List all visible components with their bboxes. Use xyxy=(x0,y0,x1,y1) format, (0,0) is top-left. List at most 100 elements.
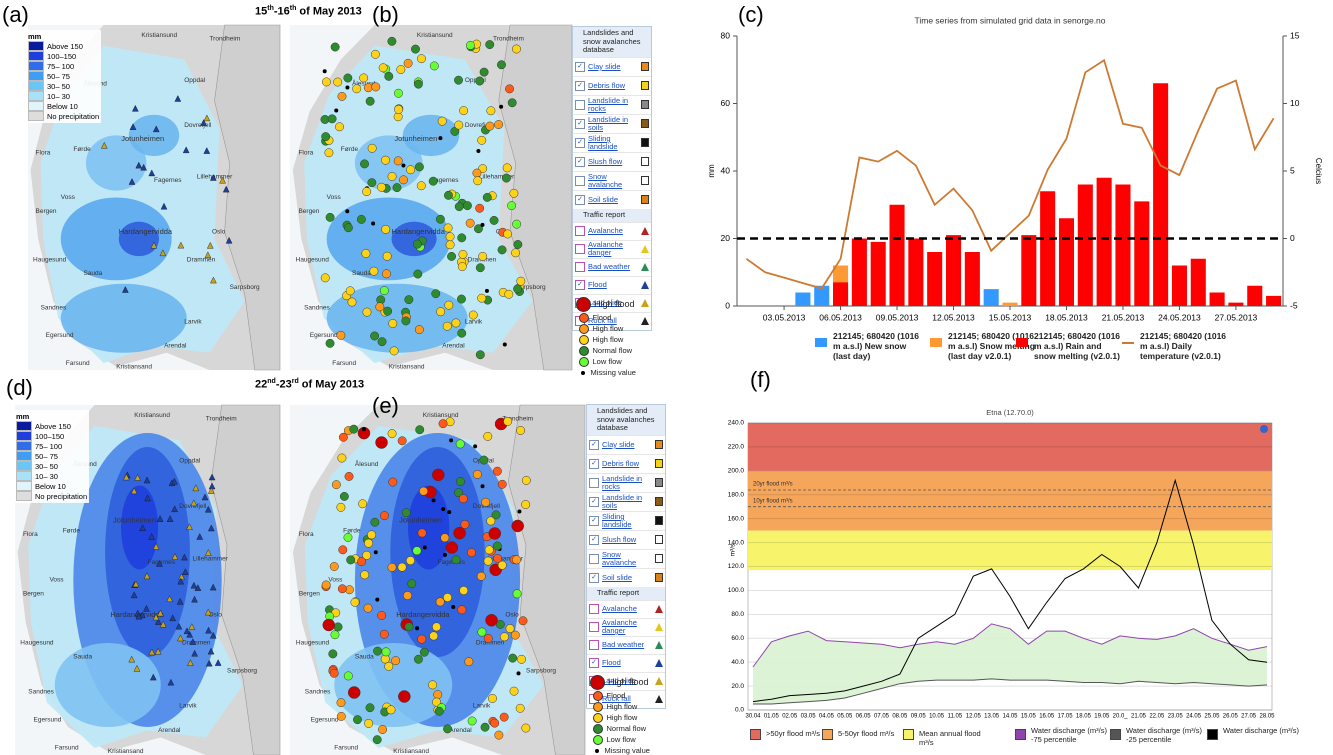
layer-label[interactable]: Avalanche xyxy=(602,605,655,613)
layer-label[interactable]: Snow avalanche xyxy=(588,173,641,189)
station-dot xyxy=(413,240,421,248)
legend-row: 75– 100 xyxy=(16,441,87,451)
bar xyxy=(1021,235,1036,306)
checkbox[interactable] xyxy=(575,176,585,186)
layer-label[interactable]: Clay slide xyxy=(588,63,641,71)
checkbox[interactable] xyxy=(575,244,585,254)
layer-icon xyxy=(641,81,649,90)
layer-label[interactable]: Debris flow xyxy=(588,82,641,90)
legend-swatch xyxy=(28,101,44,111)
checkbox[interactable]: ✓ xyxy=(575,157,585,167)
checkbox[interactable]: ✓ xyxy=(589,573,599,583)
place-name: Jotunheimen xyxy=(113,515,156,524)
checkbox[interactable]: ✓ xyxy=(589,440,599,450)
layer-label[interactable]: Slush flow xyxy=(588,158,641,166)
y-tick-label: 160.0 xyxy=(728,515,745,522)
station-dot xyxy=(477,572,485,580)
checkbox[interactable] xyxy=(575,226,585,236)
layer-label[interactable]: Snow avalanche xyxy=(602,551,655,567)
x-tick-label: 19.05 xyxy=(1094,714,1110,720)
place-name: Kristiansund xyxy=(417,32,453,39)
legend-swatch xyxy=(28,51,44,61)
checkbox[interactable] xyxy=(589,604,599,614)
checkbox[interactable]: ✓ xyxy=(575,195,585,205)
station-dot xyxy=(493,467,501,475)
legend-swatch xyxy=(930,338,942,347)
station-dot xyxy=(516,704,524,712)
layer-label[interactable]: Bad weather xyxy=(588,263,641,271)
title-part: of May 2013 xyxy=(299,379,364,391)
layer-label[interactable]: Sliding landslide xyxy=(602,513,655,529)
checkbox[interactable]: ✓ xyxy=(575,138,585,148)
checkbox[interactable]: ✓ xyxy=(575,81,585,91)
x-tick-label: 09.05 xyxy=(911,714,927,720)
layer-label[interactable]: Landslide in rocks xyxy=(602,475,655,491)
station-dot xyxy=(455,202,463,210)
traffic-icon xyxy=(655,677,663,685)
checkbox[interactable]: ✓ xyxy=(589,459,599,469)
x-tick-label: 28.05 xyxy=(1259,714,1275,720)
layer-label[interactable]: Bad weather xyxy=(602,641,655,649)
checkbox[interactable]: ✓ xyxy=(589,658,599,668)
station-dot xyxy=(507,201,515,209)
station-dot xyxy=(449,438,453,442)
checkbox[interactable] xyxy=(589,554,599,564)
layer-label[interactable]: Avalanche danger xyxy=(588,241,641,257)
y2-tick-label: 10 xyxy=(1290,98,1300,108)
layer-label[interactable]: Flood xyxy=(602,659,655,667)
place-name: Flora xyxy=(23,531,38,538)
layer-row: ✓Flood xyxy=(573,276,651,294)
legend-label: 100–150 xyxy=(35,432,64,441)
bar xyxy=(1115,185,1130,307)
station-dot xyxy=(476,264,484,272)
checkbox[interactable]: ✓ xyxy=(589,535,599,545)
layer-label[interactable]: Sliding landslide xyxy=(588,135,641,151)
checkbox[interactable] xyxy=(575,262,585,272)
layer-panel: Landslides and snow avalanches database ✓… xyxy=(572,26,652,331)
layer-label[interactable]: Landslide in soils xyxy=(588,116,641,132)
layer-label[interactable]: Soil slide xyxy=(602,574,655,582)
station-dot xyxy=(332,480,340,488)
legend-swatch xyxy=(28,61,44,71)
checkbox[interactable]: ✓ xyxy=(589,497,599,507)
checkbox[interactable]: ✓ xyxy=(575,280,585,290)
legend-row: 10– 30 xyxy=(28,91,99,101)
layer-label[interactable]: Flood xyxy=(588,281,641,289)
legend-row: 30– 50 xyxy=(16,461,87,471)
layer-label[interactable]: Landslide in soils xyxy=(602,494,655,510)
station-dot xyxy=(458,234,466,242)
y-tick-label: 240.0 xyxy=(728,420,745,427)
legend-swatch xyxy=(16,431,32,441)
station-dot xyxy=(330,562,338,570)
checkbox[interactable] xyxy=(589,640,599,650)
layer-icon xyxy=(655,554,663,563)
layer-label[interactable]: Clay slide xyxy=(602,441,655,449)
station-dot xyxy=(334,78,342,86)
layer-row: ✓Sliding landslide xyxy=(573,133,651,152)
checkbox[interactable]: ✓ xyxy=(575,62,585,72)
y-tick-label: 120.0 xyxy=(728,563,745,570)
layer-label[interactable]: Soil slide xyxy=(588,196,641,204)
station-dot xyxy=(364,539,372,547)
legend-swatch xyxy=(16,481,32,491)
layer-label[interactable]: Landslide in rocks xyxy=(588,97,641,113)
checkbox[interactable] xyxy=(589,478,599,488)
checkbox[interactable] xyxy=(589,622,599,632)
flood-row: High flood xyxy=(590,674,650,690)
layer-label[interactable]: Slush flow xyxy=(602,536,655,544)
flood-legend: High floodFloodHigh flowHigh flowNormal … xyxy=(576,296,636,378)
layer-label[interactable]: Avalanche danger xyxy=(602,619,655,635)
checkbox[interactable] xyxy=(575,100,585,110)
station-dot xyxy=(413,547,421,555)
station-dot xyxy=(423,545,427,549)
layer-row: ✓Landslide in soils xyxy=(573,114,651,133)
layer-label[interactable]: Debris flow xyxy=(602,460,655,468)
panel-header: Landslides and snow avalanches database xyxy=(573,27,651,57)
place-name: Farsund xyxy=(332,360,356,367)
checkbox[interactable]: ✓ xyxy=(575,119,585,129)
layer-label[interactable]: Avalanche xyxy=(588,227,641,235)
station-dot xyxy=(406,556,414,564)
checkbox[interactable]: ✓ xyxy=(589,516,599,526)
station-dot xyxy=(371,50,379,58)
station-dot xyxy=(469,311,477,319)
